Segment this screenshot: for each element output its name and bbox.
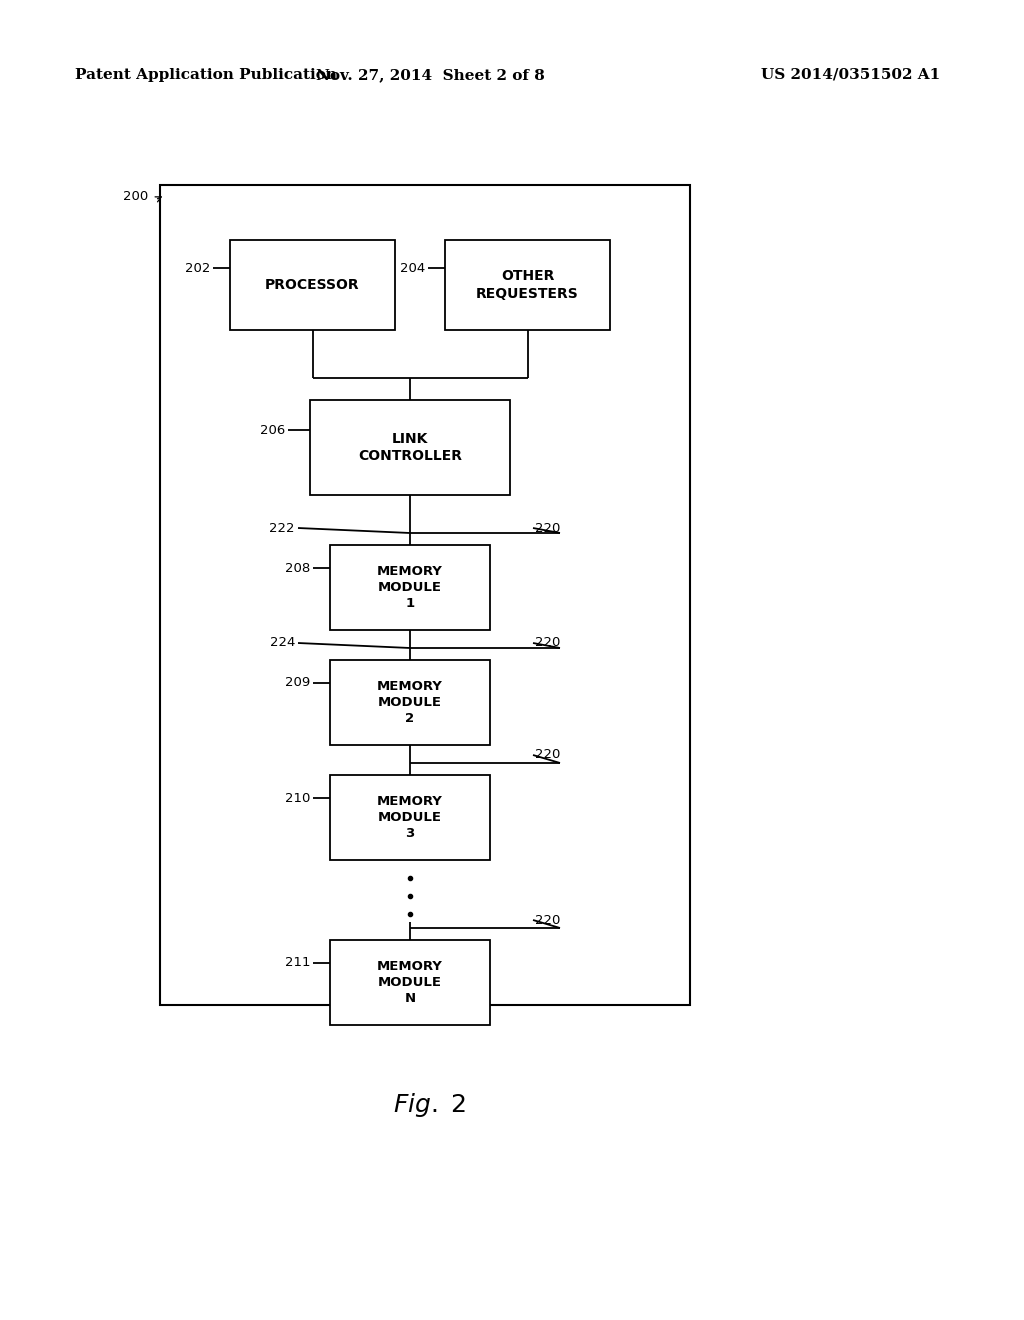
Bar: [330, 660, 490, 744]
Text: $\mathit{Fig.}$ $\mathit{2}$: $\mathit{Fig.}$ $\mathit{2}$: [393, 1092, 467, 1119]
Text: 208: 208: [285, 561, 310, 574]
Text: 220: 220: [535, 636, 560, 649]
Bar: [330, 545, 490, 630]
Bar: [445, 240, 610, 330]
Text: 220: 220: [535, 913, 560, 927]
Text: 206: 206: [260, 424, 285, 437]
Text: 222: 222: [269, 521, 295, 535]
Text: 211: 211: [285, 957, 310, 969]
Text: 220: 220: [535, 748, 560, 762]
Text: 202: 202: [184, 261, 210, 275]
Bar: [330, 775, 490, 861]
Text: 210: 210: [285, 792, 310, 804]
Text: MEMORY
MODULE
3: MEMORY MODULE 3: [377, 795, 443, 840]
Text: Patent Application Publication: Patent Application Publication: [75, 69, 337, 82]
Bar: [230, 240, 395, 330]
Text: US 2014/0351502 A1: US 2014/0351502 A1: [761, 69, 940, 82]
Text: Nov. 27, 2014  Sheet 2 of 8: Nov. 27, 2014 Sheet 2 of 8: [315, 69, 545, 82]
Text: 224: 224: [269, 636, 295, 649]
Text: 200: 200: [123, 190, 148, 203]
Text: PROCESSOR: PROCESSOR: [265, 279, 359, 292]
Text: 220: 220: [535, 521, 560, 535]
Text: MEMORY
MODULE
N: MEMORY MODULE N: [377, 960, 443, 1005]
Bar: [160, 185, 690, 1005]
Text: LINK
CONTROLLER: LINK CONTROLLER: [358, 432, 462, 463]
Bar: [310, 400, 510, 495]
Text: MEMORY
MODULE
2: MEMORY MODULE 2: [377, 680, 443, 725]
Text: 204: 204: [399, 261, 425, 275]
Bar: [330, 940, 490, 1026]
Text: 209: 209: [285, 676, 310, 689]
Text: MEMORY
MODULE
1: MEMORY MODULE 1: [377, 565, 443, 610]
Text: OTHER
REQUESTERS: OTHER REQUESTERS: [476, 269, 579, 301]
